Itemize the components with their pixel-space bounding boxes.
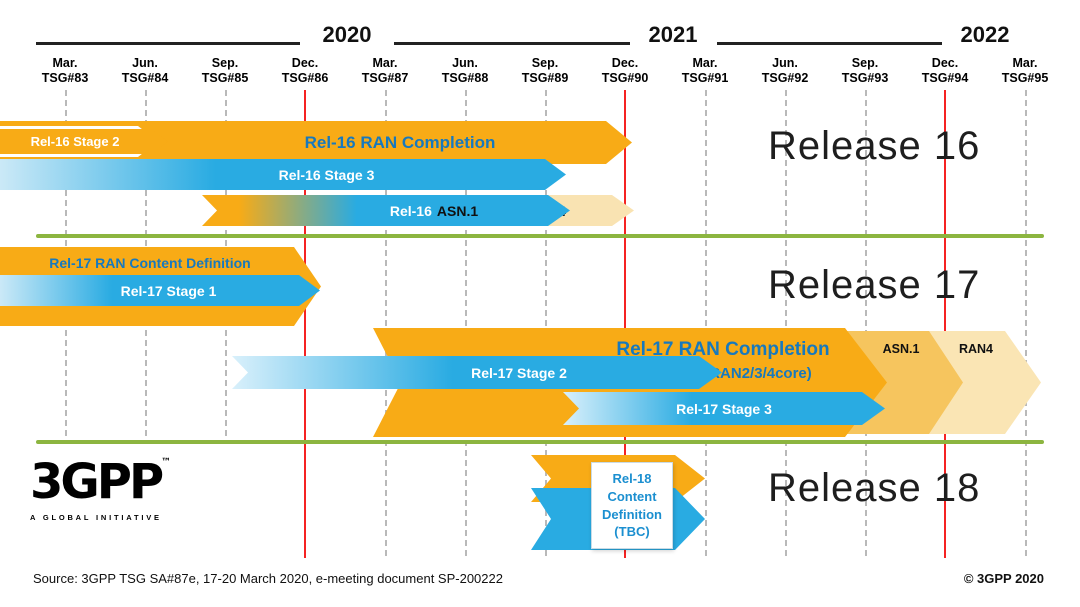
- tsg-tick: Mar. TSG#91: [682, 56, 729, 86]
- section-divider: [36, 234, 1044, 238]
- release18-title: Release 18: [768, 466, 981, 510]
- tsg-tick: Mar. TSG#95: [1002, 56, 1049, 86]
- tsg-tick: Mar. TSG#87: [362, 56, 409, 86]
- rel18-box-line3: Definition: [602, 506, 662, 522]
- tick-tsg: TSG#87: [361, 71, 409, 85]
- tick-month: Dec.: [291, 56, 319, 70]
- rel17-ran-completion-line2: (RAN2/3/4core): [704, 365, 812, 382]
- 3gpp-logo-name: 3GPP: [30, 454, 164, 510]
- tick-month: Sep.: [851, 56, 879, 70]
- tsg-tick: Dec. TSG#90: [602, 56, 649, 86]
- gridline: [465, 90, 467, 556]
- source-note: Source: 3GPP TSG SA#87e, 17-20 March 202…: [33, 571, 503, 586]
- tick-month: Mar.: [1012, 56, 1038, 70]
- year-axis-line: [36, 42, 300, 45]
- rel16-asn1-prefix: Rel-16: [389, 202, 432, 219]
- copyright-note: © 3GPP 2020: [963, 571, 1044, 586]
- tick-month: Sep.: [531, 56, 559, 70]
- rel17-stage3-bar: Rel-17 Stage 3: [563, 392, 885, 425]
- tsg-tick: Mar. TSG#83: [42, 56, 89, 86]
- rel17-ran4-label: RAN4: [958, 342, 994, 356]
- tick-month: Mar.: [52, 56, 78, 70]
- release17-title: Release 17: [768, 263, 981, 307]
- tick-tsg: TSG#94: [921, 71, 969, 85]
- tick-month: Dec.: [931, 56, 959, 70]
- year-label: 2020: [322, 22, 372, 47]
- tick-tsg: TSG#91: [681, 71, 729, 85]
- year-axis-line: [717, 42, 942, 45]
- gridline: [705, 90, 707, 556]
- year-label: 2021: [648, 22, 698, 47]
- quarter-end-redline: [944, 90, 946, 558]
- tick-tsg: TSG#83: [41, 71, 89, 85]
- gridline: [865, 90, 867, 556]
- rel16-stage3-label: Rel-16 Stage 3: [278, 166, 375, 183]
- 3gpp-logo-trademark: ™: [161, 457, 172, 468]
- rel16-ran-completion-label: Rel-16 RAN Completion: [304, 132, 496, 152]
- tsg-tick: Dec. TSG#94: [922, 56, 969, 86]
- rel16-asn1-bar: Rel-16 ASN.1: [202, 195, 570, 226]
- rel16-asn1-suffix: ASN.1: [436, 202, 479, 219]
- gridline: [1025, 90, 1027, 556]
- tsg-tick: Jun. TSG#88: [442, 56, 489, 86]
- tick-month: Dec.: [611, 56, 639, 70]
- rel16-stage2-bar: Rel-16 Stage 2: [0, 129, 168, 154]
- rel16-stage3-bar: Rel-16 Stage 3: [0, 159, 566, 190]
- tick-month: Jun.: [452, 56, 478, 70]
- tick-tsg: TSG#84: [121, 71, 169, 85]
- tick-month: Sep.: [211, 56, 239, 70]
- rel18-box-line1: Rel-18: [612, 471, 652, 487]
- rel17-stage3-label: Rel-17 Stage 3: [676, 400, 772, 417]
- rel17-stage2-bar: Rel-17 Stage 2: [232, 356, 722, 389]
- section-divider: [36, 440, 1044, 444]
- tick-tsg: TSG#85: [201, 71, 249, 85]
- tick-tsg: TSG#86: [281, 71, 329, 85]
- release16-title: Release 16: [768, 124, 981, 168]
- tsg-tick: Jun. TSG#92: [762, 56, 809, 86]
- tsg-tick: Sep. TSG#89: [522, 56, 569, 86]
- tsg-tick: Sep. TSG#93: [842, 56, 889, 86]
- quarter-end-redline: [304, 90, 306, 558]
- tick-tsg: TSG#90: [601, 71, 649, 85]
- tick-tsg: TSG#93: [841, 71, 889, 85]
- tick-month: Jun.: [772, 56, 798, 70]
- rel17-stage2-label: Rel-17 Stage 2: [471, 364, 567, 381]
- quarter-end-redline: [624, 90, 626, 558]
- rel18-content-definition-box: Rel-18 Content Definition (TBC): [591, 462, 673, 549]
- rel17-asn1-label: ASN.1: [882, 342, 920, 356]
- tick-month: Mar.: [372, 56, 398, 70]
- 3gpp-logo: 3GPP™ A GLOBAL INITIATIVE: [30, 457, 172, 523]
- rel17-ran-completion-line1: Rel-17 RAN Completion: [616, 339, 830, 360]
- year-label: 2022: [960, 22, 1010, 47]
- gridline: [385, 90, 387, 556]
- 3gpp-logo-text: 3GPP™: [30, 457, 172, 507]
- tick-tsg: TSG#95: [1001, 71, 1049, 85]
- tick-month: Jun.: [132, 56, 158, 70]
- tsg-tick: Sep. TSG#85: [202, 56, 249, 86]
- year-axis-line: [394, 42, 630, 45]
- 3gpp-logo-tagline: A GLOBAL INITIATIVE: [30, 513, 162, 522]
- tick-tsg: TSG#92: [761, 71, 809, 85]
- rel18-box-line4: (TBC): [614, 524, 650, 540]
- tick-tsg: TSG#89: [521, 71, 569, 85]
- rel17-stage1-label: Rel-17 Stage 1: [120, 282, 217, 299]
- tsg-tick: Jun. TSG#84: [122, 56, 169, 86]
- rel16-stage2-label: Rel-16 Stage 2: [30, 134, 120, 149]
- rel17-stage1-bar: Rel-17 Stage 1: [0, 275, 320, 306]
- gridline: [785, 90, 787, 556]
- rel18-box-line2: Content: [607, 488, 657, 504]
- tick-tsg: TSG#88: [441, 71, 489, 85]
- tsg-tick: Dec. TSG#86: [282, 56, 329, 86]
- gridline: [545, 90, 547, 556]
- tick-month: Mar.: [692, 56, 718, 70]
- rel17-content-definition-label: Rel-17 RAN Content Definition: [49, 255, 251, 271]
